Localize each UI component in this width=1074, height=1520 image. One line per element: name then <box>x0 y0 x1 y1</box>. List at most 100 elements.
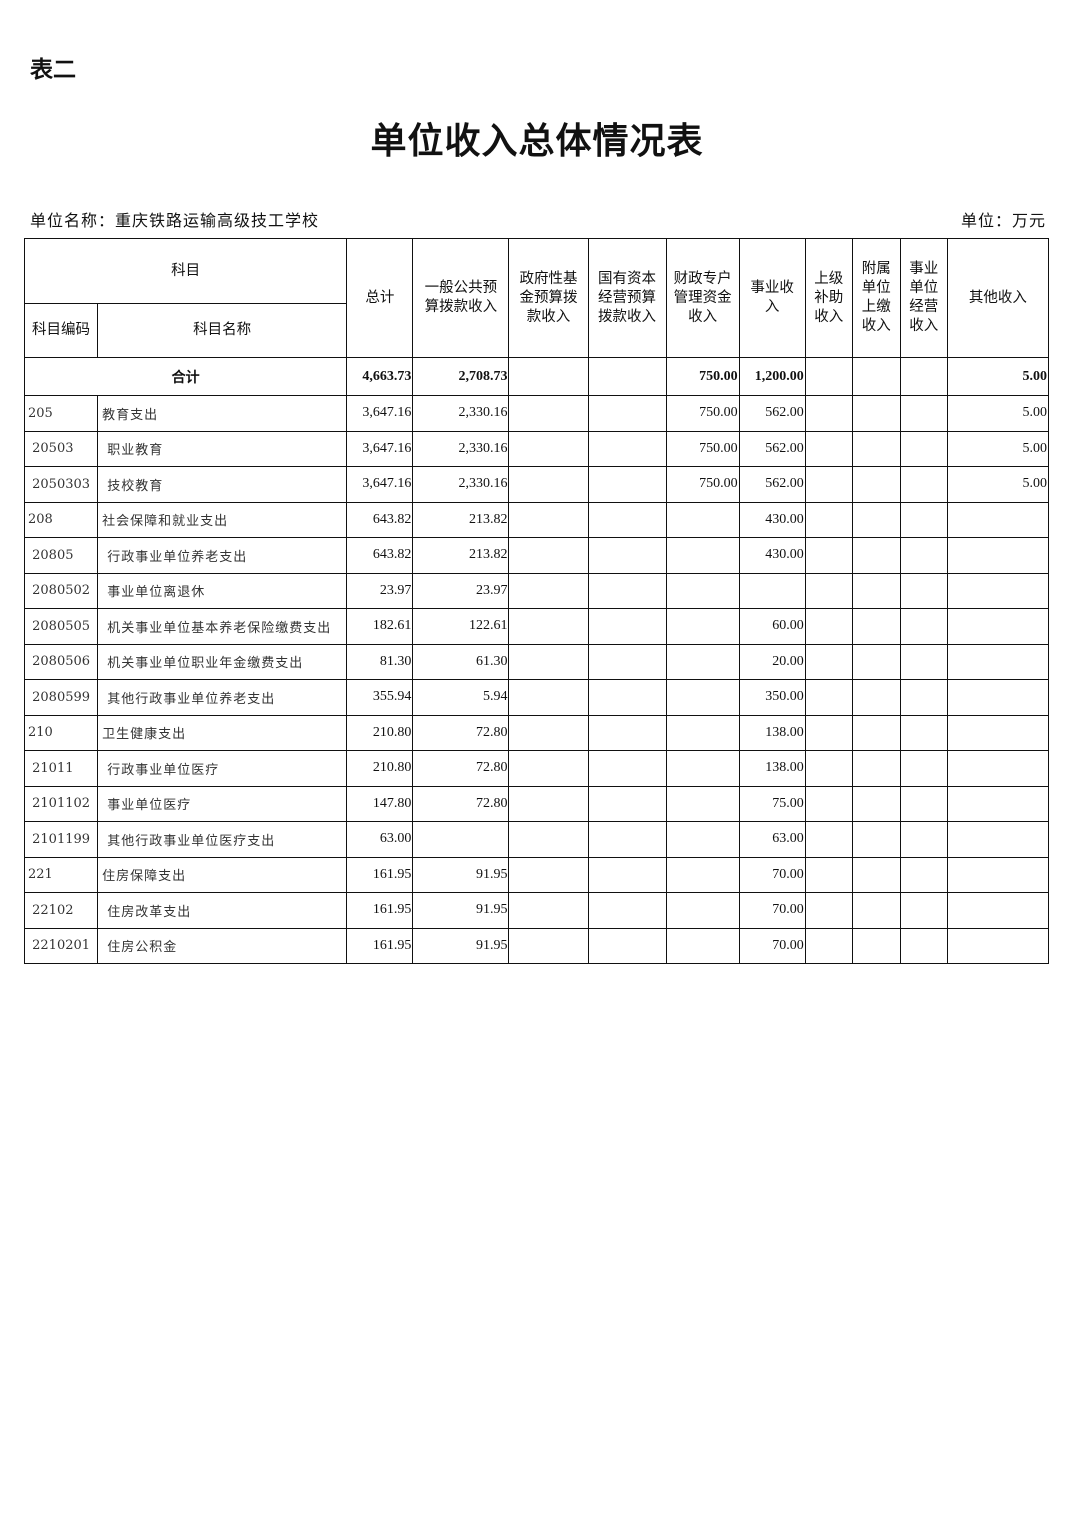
value-cell <box>946 750 1050 787</box>
value-cell <box>412 821 510 858</box>
value-cell <box>946 927 1050 964</box>
value-cell <box>804 430 853 467</box>
subject-name: 行政事业单位医疗 <box>97 750 348 787</box>
value-cell <box>851 750 901 787</box>
subject-code: 2080506 <box>23 643 99 680</box>
value-cell <box>508 572 589 609</box>
value-cell <box>851 856 901 893</box>
value-cell <box>587 572 667 609</box>
value-cell: 20.00 <box>738 643 806 680</box>
value-cell <box>587 927 667 964</box>
subject-code: 21011 <box>23 750 99 787</box>
value-cell: 643.82 <box>346 501 414 538</box>
value-cell <box>899 714 948 751</box>
value-cell <box>665 821 740 858</box>
table-tag: 表二 <box>30 57 76 83</box>
value-cell: 210.80 <box>346 750 414 787</box>
value-cell <box>508 608 589 645</box>
total-label: 合计 <box>23 357 348 396</box>
value-cell <box>851 821 901 858</box>
table-row: 20503 职业教育 3,647.16 2,330.16 750.00 562.00 5.… <box>23 430 1050 467</box>
total-cell <box>851 357 901 396</box>
subject-name: 事业单位医疗 <box>97 785 348 822</box>
header-col: 财政专户 管理资金 收入 <box>665 238 740 358</box>
value-cell <box>899 750 948 787</box>
value-cell: 63.00 <box>738 821 806 858</box>
value-cell <box>665 643 740 680</box>
subject-code: 20805 <box>23 537 99 574</box>
subject-code: 20503 <box>23 430 99 467</box>
subject-code: 2210201 <box>23 927 99 964</box>
value-cell <box>804 679 853 716</box>
value-cell <box>738 572 806 609</box>
total-row: 合计 4,663.73 2,708.73 750.00 1,200.00 5.00 <box>23 357 1050 396</box>
value-cell <box>508 714 589 751</box>
value-cell: 161.95 <box>346 927 414 964</box>
value-cell: 81.30 <box>346 643 414 680</box>
header-col: 国有资本 经营预算 拨款收入 <box>587 238 667 358</box>
table-row: 22102 住房改革支出 161.95 91.95 70.00 <box>23 892 1050 929</box>
value-cell: 430.00 <box>738 537 806 574</box>
table-row: 2080506 机关事业单位职业年金缴费支出 81.30 61.30 20.00 <box>23 643 1050 680</box>
value-cell <box>508 430 589 467</box>
value-cell: 5.00 <box>946 466 1050 503</box>
value-cell <box>851 466 901 503</box>
value-cell <box>587 466 667 503</box>
value-cell: 60.00 <box>738 608 806 645</box>
value-cell <box>665 892 740 929</box>
subject-code: 208 <box>23 501 99 538</box>
value-cell <box>851 643 901 680</box>
header-col: 附属 单位 上缴 收入 <box>851 238 901 358</box>
value-cell <box>665 572 740 609</box>
table-row: 21011 行政事业单位医疗 210.80 72.80 138.00 <box>23 750 1050 787</box>
value-cell <box>946 501 1050 538</box>
subject-code: 2080505 <box>23 608 99 645</box>
value-cell <box>508 750 589 787</box>
value-cell: 2,330.16 <box>412 395 510 432</box>
subject-name: 机关事业单位基本养老保险缴费支出 <box>97 608 348 645</box>
value-cell: 70.00 <box>738 856 806 893</box>
value-cell: 350.00 <box>738 679 806 716</box>
income-table: 科目 总计 一般公共预 算拨款收入 政府性基 金预算拨 款收入 国有资本 经营预算 拨… <box>23 238 1050 964</box>
value-cell: 61.30 <box>412 643 510 680</box>
value-cell: 70.00 <box>738 927 806 964</box>
value-cell <box>899 395 948 432</box>
value-cell: 23.97 <box>412 572 510 609</box>
value-cell <box>899 927 948 964</box>
value-cell <box>851 430 901 467</box>
value-cell: 750.00 <box>665 466 740 503</box>
value-cell <box>508 501 589 538</box>
value-cell <box>851 714 901 751</box>
value-cell <box>804 572 853 609</box>
value-cell <box>665 856 740 893</box>
value-cell: 182.61 <box>346 608 414 645</box>
subject-code: 221 <box>23 856 99 893</box>
subject-code: 2101199 <box>23 821 99 858</box>
value-cell <box>587 892 667 929</box>
total-cell: 5.00 <box>946 357 1050 396</box>
value-cell <box>508 537 589 574</box>
value-cell <box>665 785 740 822</box>
value-cell <box>665 750 740 787</box>
header-col: 其他收入 <box>946 238 1050 358</box>
value-cell <box>946 856 1050 893</box>
value-cell <box>899 856 948 893</box>
subject-name: 其他行政事业单位养老支出 <box>97 679 348 716</box>
value-cell <box>508 856 589 893</box>
value-cell: 147.80 <box>346 785 414 822</box>
value-cell <box>804 892 853 929</box>
subject-code: 205 <box>23 395 99 432</box>
value-cell <box>804 856 853 893</box>
value-cell: 161.95 <box>346 856 414 893</box>
value-cell: 91.95 <box>412 892 510 929</box>
value-cell <box>804 501 853 538</box>
table-row: 2080505 机关事业单位基本养老保险缴费支出 182.61 122.61 60.0… <box>23 608 1050 645</box>
subject-name: 技校教育 <box>97 466 348 503</box>
value-cell <box>899 608 948 645</box>
value-cell <box>804 785 853 822</box>
value-cell: 5.00 <box>946 430 1050 467</box>
value-cell: 210.80 <box>346 714 414 751</box>
value-cell: 562.00 <box>738 466 806 503</box>
value-cell <box>946 714 1050 751</box>
value-cell <box>899 466 948 503</box>
